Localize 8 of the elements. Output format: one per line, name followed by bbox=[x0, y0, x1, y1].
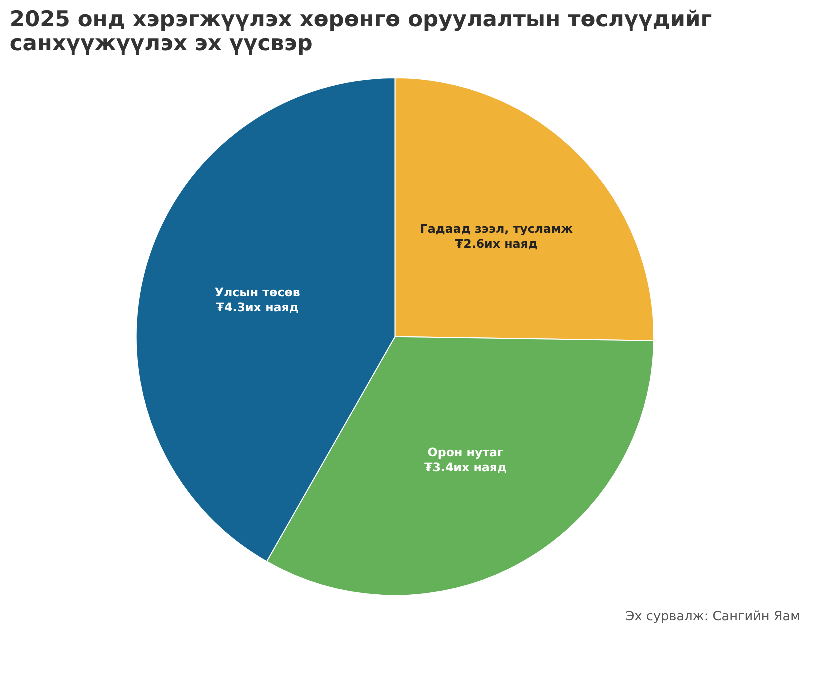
slice-label: Гадаад зээл, тусламж bbox=[420, 222, 574, 236]
data-label: ₮3.4их наяд bbox=[424, 460, 508, 474]
text: Эх сурвалж: Сангийн Яам bbox=[626, 609, 800, 624]
slice-label: Орон нутаг bbox=[428, 446, 504, 460]
slice-label: Улсын төсөв bbox=[214, 285, 300, 300]
data-label: ₮2.6их наяд bbox=[455, 236, 538, 251]
data-label: ₮4.3их наяд bbox=[216, 300, 299, 314]
chart-title: 2025 онд хэрэгжүүлэх хөрөнгө оруулалтын төслүүдийг санхүүжүүлэх эх үүсвэр bbox=[10, 8, 712, 56]
